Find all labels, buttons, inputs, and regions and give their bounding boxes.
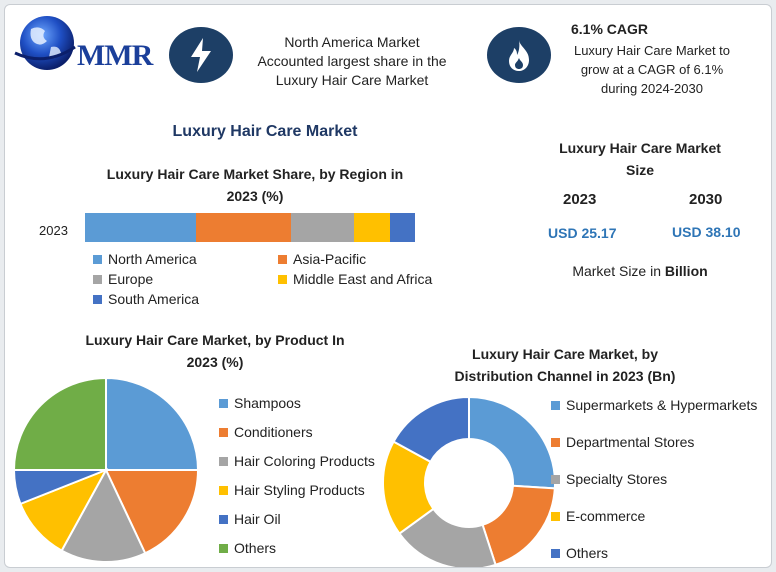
bar-segment-europe — [291, 213, 354, 242]
legend-item-asia-pacific: Asia-Pacific — [278, 251, 366, 267]
legend-label: Europe — [108, 271, 154, 287]
legend-label: Specialty Stores — [566, 471, 668, 487]
legend-swatch — [219, 456, 228, 466]
market-size-year-2023: 2023 — [563, 191, 597, 208]
cagr-note: Luxury Hair Care Market to grow at a CAG… — [573, 43, 731, 96]
legend-label: Hair Styling Products — [234, 482, 365, 498]
legend-swatch — [219, 398, 228, 408]
legend-swatch — [278, 274, 287, 284]
legend-swatch — [219, 427, 228, 437]
legend-item-hair-styling-products: Hair Styling Products — [219, 482, 365, 498]
product-chart-title: Luxury Hair Care Market, by Product In 2… — [85, 332, 345, 370]
flame-icon — [509, 40, 529, 71]
market-size-title: Luxury Hair Care Market Size — [559, 140, 721, 178]
legend-swatch — [93, 254, 102, 264]
lightning-badge — [169, 27, 233, 83]
bar-segment-asia-pacific — [195, 213, 292, 242]
legend-swatch — [219, 514, 228, 524]
distribution-donut-chart — [382, 395, 556, 567]
market-size-year-2030: 2030 — [689, 191, 723, 208]
market-size-value-2030: USD 38.10 — [672, 224, 741, 240]
legend-label: Middle East and Africa — [293, 271, 433, 287]
product-slice-shampoos — [105, 376, 200, 471]
legend-label: Others — [566, 545, 609, 561]
cagr-title: 6.1% CAGR — [571, 21, 649, 37]
legend-item-conditioners: Conditioners — [219, 424, 313, 440]
legend-swatch — [551, 437, 560, 447]
legend-item-shampoos: Shampoos — [219, 395, 301, 411]
bar-segment-middle-east-and-africa — [353, 213, 391, 242]
legend-item-specialty-stores: Specialty Stores — [551, 471, 667, 487]
legend-label: Hair Oil — [234, 511, 281, 527]
legend-swatch — [278, 254, 287, 264]
region-bar-year-label: 2023 — [39, 223, 68, 238]
north-america-note: North America Market Accounted largest s… — [257, 34, 447, 88]
legend-item-south-america: South America — [93, 291, 199, 307]
product-slice-hair-coloring-products — [60, 467, 147, 563]
legend-label: Conditioners — [234, 424, 313, 440]
legend-swatch — [551, 400, 560, 410]
distribution-slice-departmental-stores — [481, 484, 556, 567]
legend-swatch — [219, 485, 228, 495]
legend-swatch — [93, 294, 102, 304]
legend-item-north-america: North America — [93, 251, 197, 267]
flame-badge — [487, 27, 551, 83]
legend-swatch — [93, 274, 102, 284]
legend-label: Asia-Pacific — [293, 251, 367, 267]
product-pie-chart — [12, 376, 200, 563]
distribution-slice-supermarkets-hypermarkets — [468, 395, 556, 490]
bar-segment-north-america — [85, 213, 196, 242]
legend-item-departmental-stores: Departmental Stores — [551, 434, 694, 450]
legend-item-hair-oil: Hair Oil — [219, 511, 281, 527]
legend-label: E-commerce — [566, 508, 646, 524]
bar-segment-south-america — [390, 213, 415, 242]
legend-item-supermarkets-hypermarkets: Supermarkets & Hypermarkets — [551, 397, 757, 413]
legend-label: North America — [108, 251, 197, 267]
lightning-icon — [191, 38, 211, 72]
legend-swatch — [551, 548, 560, 558]
distribution-slice-others — [392, 395, 470, 464]
legend-label: Departmental Stores — [566, 434, 695, 450]
legend-swatch — [551, 474, 560, 484]
legend-label: South America — [108, 291, 200, 307]
region-stacked-bar — [85, 213, 415, 242]
legend-item-europe: Europe — [93, 271, 153, 287]
product-slice-others — [12, 376, 107, 471]
legend-item-middle-east-and-africa: Middle East and Africa — [278, 271, 432, 287]
legend-swatch — [219, 543, 228, 553]
main-title: Luxury Hair Care Market — [172, 123, 358, 140]
logo-text: MMR — [77, 39, 153, 72]
legend-item-e-commerce: E-commerce — [551, 508, 645, 524]
market-size-value-2023: USD 25.17 — [548, 225, 617, 241]
legend-item-hair-coloring-products: Hair Coloring Products — [219, 453, 375, 469]
mmr-logo: MMR — [11, 13, 159, 73]
legend-label: Supermarkets & Hypermarkets — [566, 397, 758, 413]
product-slice-conditioners — [104, 469, 200, 555]
market-size-unit: Market Size in Billion — [572, 263, 708, 279]
infographic: MMR North America Market Accounted large… — [4, 4, 772, 568]
legend-label: Others — [234, 540, 277, 556]
region-chart-title: Luxury Hair Care Market Share, by Region… — [106, 166, 404, 204]
legend-label: Shampoos — [234, 395, 301, 411]
legend-item-others: Others — [219, 540, 276, 556]
globe-icon — [14, 16, 76, 70]
legend-swatch — [551, 511, 560, 521]
distribution-chart-title: Luxury Hair Care Market, by Distribution… — [454, 346, 676, 384]
legend-label: Hair Coloring Products — [234, 453, 375, 469]
legend-item-others: Others — [551, 545, 608, 561]
